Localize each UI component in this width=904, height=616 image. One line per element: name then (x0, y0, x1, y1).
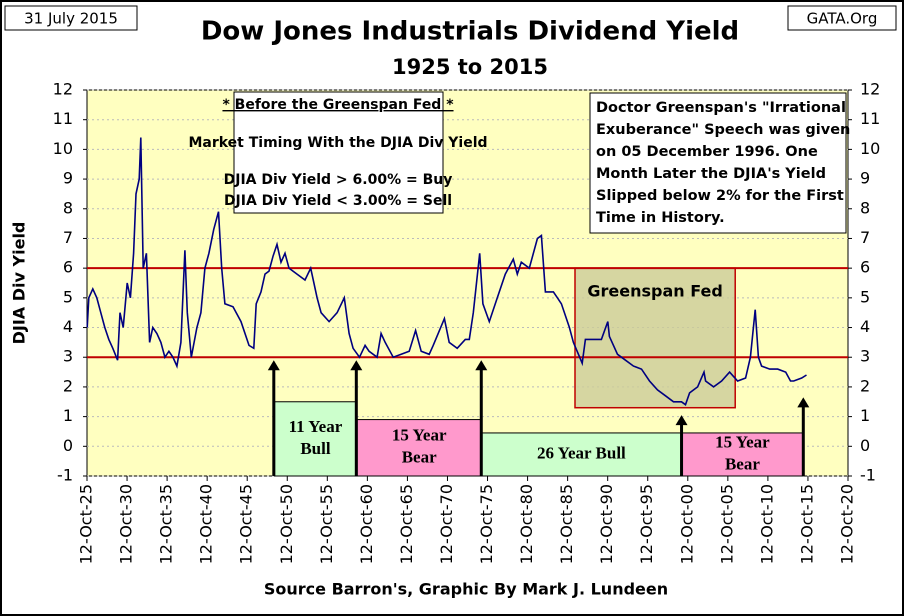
x-tick-label: 12-Oct-05 (717, 484, 736, 564)
arrow-head (675, 415, 688, 426)
era-box (356, 419, 482, 477)
y-tick-label: 9 (63, 169, 73, 188)
y2-tick-label: 5 (860, 287, 870, 306)
rule-text: DJIA Div Yield > 6.00% = Buy (224, 172, 453, 188)
rule-text: * Before the Greenspan Fed * (222, 97, 454, 113)
date-stamp: 31 July 2015 (24, 10, 118, 28)
era-box (681, 432, 804, 477)
y-tick-label: 3 (63, 347, 73, 366)
x-tick-label: 12-Oct-15 (797, 484, 816, 564)
arrow-head (267, 360, 280, 371)
arrow-head (475, 360, 488, 371)
y2-tick-label: 6 (860, 258, 870, 277)
arrow-head (350, 360, 363, 371)
era-label: 11 Year (289, 417, 343, 436)
x-tick-label: 12-Oct-80 (517, 484, 536, 564)
y-tick-label: 7 (63, 228, 73, 247)
era-label: Bear (725, 454, 760, 473)
y-tick-label: 8 (63, 198, 73, 217)
rule-text: Market Timing With the DJIA Div Yield (188, 135, 487, 151)
y-tick-label: 2 (63, 376, 73, 395)
speech-box (589, 92, 847, 234)
speech-text: Exuberance" Speech was given (596, 122, 850, 138)
y-axis-label: DJIA Div Yield (10, 222, 29, 345)
x-tick-label: 12-Oct-65 (397, 484, 416, 564)
x-tick-label: 12-Oct-00 (677, 484, 696, 564)
x-tick-label: 12-Oct-75 (477, 484, 496, 564)
era-label: Bear (402, 448, 437, 467)
y2-tick-label: 1 (860, 406, 870, 425)
x-tick-label: 12-Oct-85 (557, 484, 576, 564)
x-tick-label: 12-Oct-70 (437, 484, 456, 564)
y2-tick-label: 9 (860, 169, 870, 188)
chart-subtitle: 1925 to 2015 (392, 55, 548, 79)
y-tick-label: 1 (63, 406, 73, 425)
x-tick-label: 12-Oct-35 (157, 484, 176, 564)
y2-tick-label: 7 (860, 228, 870, 247)
x-tick-label: 12-Oct-90 (597, 484, 616, 564)
region-label: Greenspan Fed (587, 282, 722, 301)
rule-text: DJIA Div Yield < 3.00% = Sell (224, 193, 452, 209)
site: GATA.Org (807, 10, 878, 28)
era-label: Bull (300, 439, 331, 458)
chart-title: Dow Jones Industrials Dividend Yield (201, 17, 739, 47)
y2-tick-label: 3 (860, 347, 870, 366)
era-box (274, 401, 357, 477)
x-tick-label: 12-Oct-10 (757, 484, 776, 564)
y-tick-label: 11 (53, 109, 73, 128)
rule-box (233, 91, 444, 214)
speech-text: on 05 December 1996. One (596, 144, 818, 160)
y-tick-label: 12 (53, 80, 73, 99)
x-tick-label: 12-Oct-95 (637, 484, 656, 564)
x-tick-label: 12-Oct-25 (77, 484, 96, 564)
y2-tick-label: 2 (860, 376, 870, 395)
y-tick-label: 10 (53, 139, 73, 158)
y-tick-label: 5 (63, 287, 73, 306)
y2-tick-label: -1 (860, 466, 876, 485)
speech-text: Month Later the DJIA's Yield (596, 166, 826, 182)
speech-text: Doctor Greenspan's "Irrational (596, 100, 846, 116)
y2-tick-label: 0 (860, 436, 870, 455)
y2-tick-label: 8 (860, 198, 870, 217)
y2-tick-label: 4 (860, 317, 870, 336)
speech-text: Slipped below 2% for the First (596, 188, 844, 204)
y-tick-label: 6 (63, 258, 73, 277)
y-tick-label: 0 (63, 436, 73, 455)
y-tick-label: 4 (63, 317, 73, 336)
y2-tick-label: 10 (860, 139, 880, 158)
era-box (480, 432, 683, 477)
era-label: 26 Year Bull (537, 443, 626, 462)
era-label: 15 Year (392, 426, 447, 445)
x-tick-label: 12-Oct-30 (117, 484, 136, 564)
x-tick-label: 12-Oct-40 (197, 484, 216, 564)
y2-tick-label: 11 (860, 109, 880, 128)
site-box (787, 5, 897, 31)
x-tick-label: 12-Oct-60 (357, 484, 376, 564)
x-tick-label: 12-Oct-45 (237, 484, 256, 564)
era-label: 15 Year (715, 432, 770, 451)
y2-tick-label: 12 (860, 80, 880, 99)
x-tick-label: 12-Oct-50 (277, 484, 296, 564)
arrow-head (797, 397, 810, 408)
date-box (4, 5, 138, 31)
footer: Source Barron's, Graphic By Mark J. Lund… (264, 580, 668, 599)
x-tick-label: 12-Oct-55 (317, 484, 336, 564)
yield-line (86, 137, 807, 406)
speech-text: Time in History. (596, 210, 725, 226)
y-tick-label: -1 (57, 466, 73, 485)
x-tick-label: 12-Oct-20 (838, 484, 857, 564)
